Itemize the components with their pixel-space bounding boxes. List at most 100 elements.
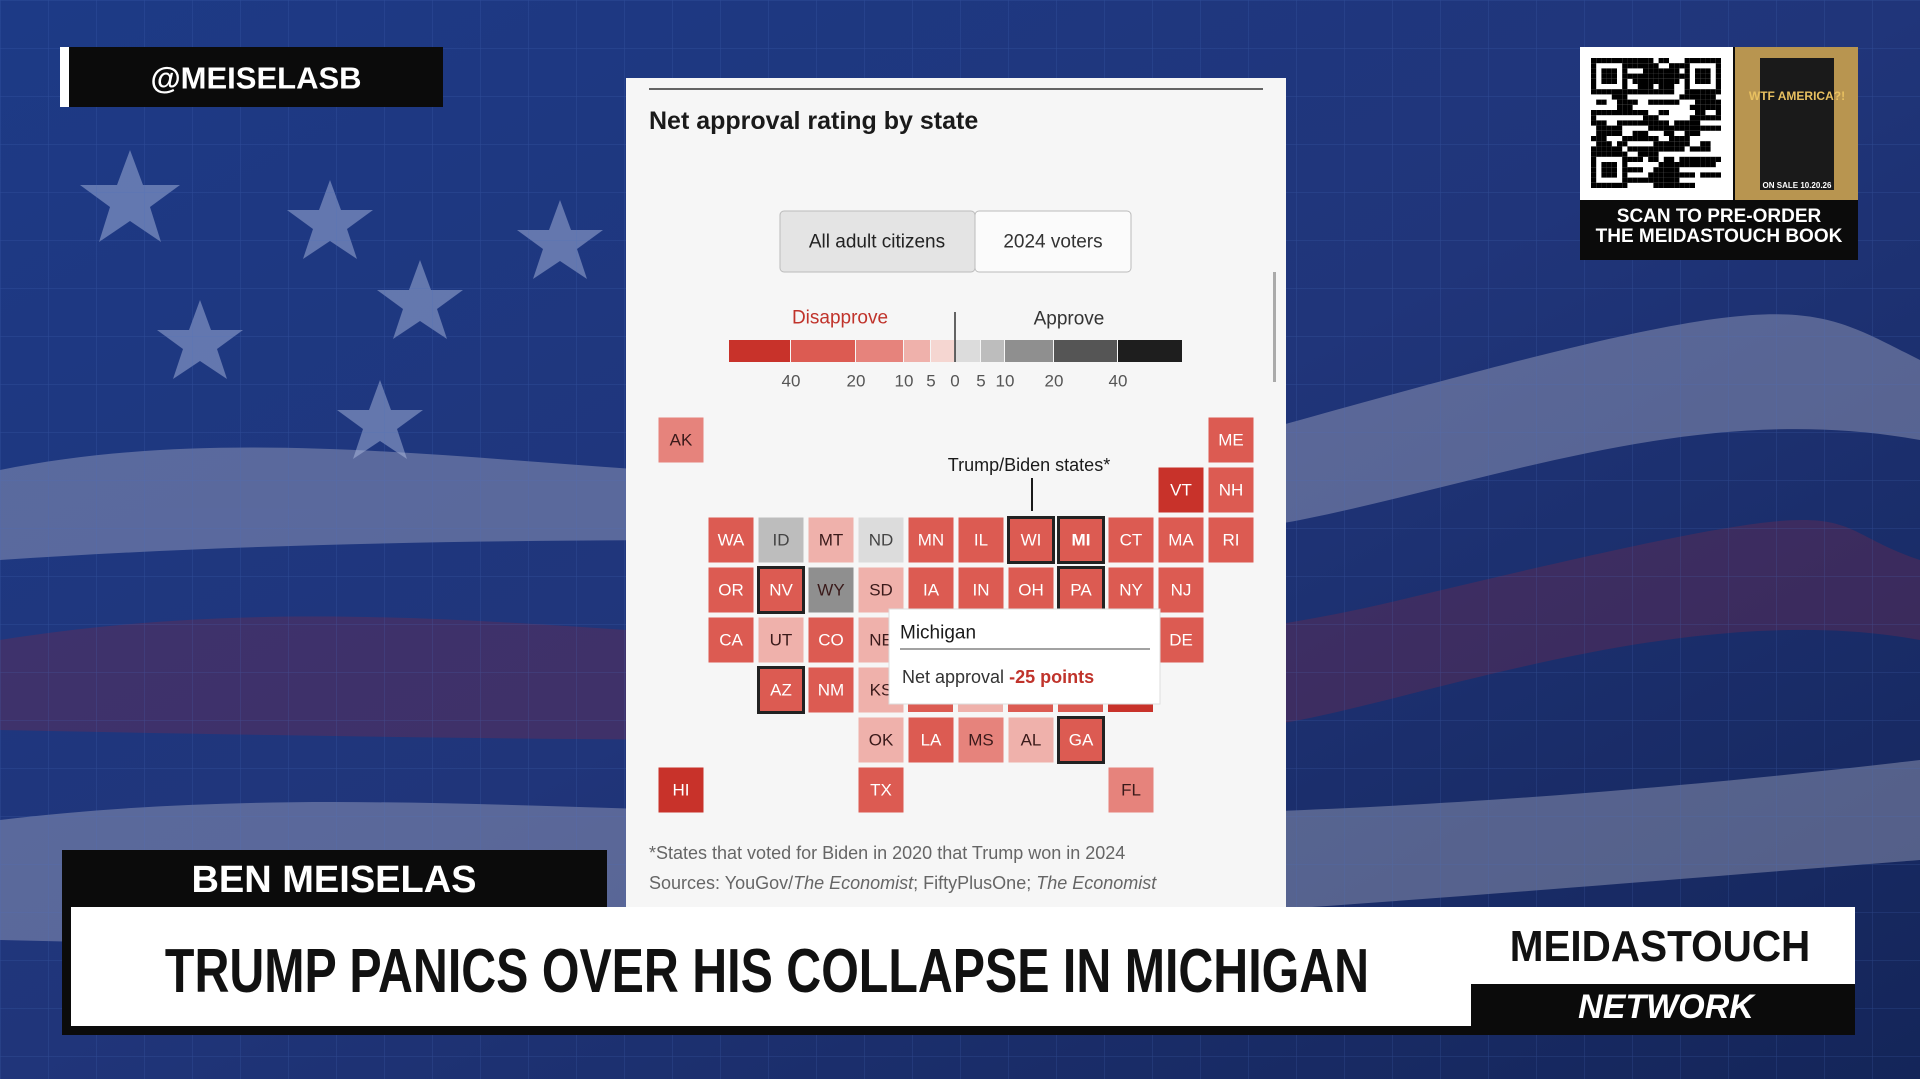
qr-cell [1622, 73, 1628, 79]
qr-cell [1648, 156, 1654, 162]
state-tile[interactable] [757, 666, 805, 714]
qr-cell [1700, 78, 1706, 84]
qr-cell [1679, 136, 1685, 142]
state-tile[interactable] [658, 417, 704, 463]
qr-cell [1591, 146, 1597, 152]
state-tile[interactable] [808, 517, 854, 563]
state-tile[interactable] [1008, 717, 1054, 763]
state-tile[interactable] [808, 667, 854, 713]
state-tile[interactable] [908, 567, 954, 613]
legend-swatch [1118, 340, 1182, 362]
state-tile[interactable] [858, 517, 904, 563]
qr-cell [1643, 89, 1649, 95]
state-tile[interactable] [858, 717, 904, 763]
legend-tick-label: 0 [950, 372, 959, 391]
state-tile[interactable] [1007, 516, 1055, 564]
qr-cell [1637, 78, 1643, 84]
qr-cell [1622, 172, 1628, 178]
qr-cell [1648, 120, 1654, 126]
state-tile[interactable] [1158, 567, 1204, 613]
legend-swatch [729, 340, 790, 362]
state-tile[interactable] [1208, 467, 1254, 513]
qr-cell [1653, 115, 1659, 121]
state-tile[interactable] [708, 617, 754, 663]
qr-cell [1700, 125, 1706, 131]
state-tile[interactable] [908, 717, 954, 763]
state-label: OR [718, 581, 744, 600]
state-label: NH [1219, 481, 1244, 500]
qr-cell [1653, 172, 1659, 178]
qr-cell [1617, 58, 1623, 64]
state-tile[interactable] [858, 567, 904, 613]
qr-cell [1663, 78, 1669, 84]
state-tile[interactable] [658, 767, 704, 813]
qr-cell [1606, 73, 1612, 79]
qr-cell [1627, 167, 1633, 173]
qr-cell [1715, 99, 1721, 105]
toggle-button[interactable] [974, 210, 1132, 273]
qr-cell [1627, 146, 1633, 152]
qr-cell [1643, 58, 1649, 64]
qr-cell [1596, 136, 1602, 142]
state-tile[interactable] [958, 717, 1004, 763]
qr-cell [1637, 89, 1643, 95]
scrollbar[interactable] [1273, 272, 1276, 382]
legend-tick-label: 10 [895, 372, 914, 391]
state-tile[interactable] [808, 567, 854, 613]
state-tile[interactable] [958, 567, 1004, 613]
qr-cell [1591, 167, 1597, 173]
qr-cell [1596, 58, 1602, 64]
state-tile[interactable] [1208, 517, 1254, 563]
qr-cell [1705, 99, 1711, 105]
state-tile[interactable] [1108, 517, 1154, 563]
qr-cell [1689, 120, 1695, 126]
qr-cell [1627, 63, 1633, 69]
qr-cell [1617, 89, 1623, 95]
state-tile[interactable] [1158, 617, 1204, 663]
qr-cell [1596, 110, 1602, 116]
toggle-label[interactable]: 2024 voters [1003, 232, 1102, 253]
qr-cell [1689, 89, 1695, 95]
qr-cell [1695, 78, 1701, 84]
state-tile[interactable] [708, 567, 754, 613]
state-tile[interactable] [1008, 567, 1054, 613]
state-tile[interactable] [1158, 517, 1204, 563]
legend-tick-label: 10 [996, 372, 1015, 391]
qr-cell [1663, 177, 1669, 183]
qr-cell [1695, 94, 1701, 100]
state-tile[interactable] [858, 767, 904, 813]
qr-cell [1658, 167, 1664, 173]
state-tile[interactable] [908, 517, 954, 563]
qr-cell [1632, 58, 1638, 64]
qr-cell [1601, 130, 1607, 136]
qr-cell [1684, 156, 1690, 162]
qr-cell [1637, 58, 1643, 64]
state-label: NY [1119, 581, 1143, 600]
qr-cell [1710, 125, 1716, 131]
state-tile[interactable] [1108, 567, 1154, 613]
qr-cell [1710, 99, 1716, 105]
qr-cell [1684, 130, 1690, 136]
qr-cell [1637, 130, 1643, 136]
state-tile[interactable] [1057, 516, 1105, 564]
state-tile[interactable] [758, 517, 804, 563]
qr-cell [1684, 120, 1690, 126]
state-tile[interactable] [1208, 417, 1254, 463]
promo: WTF AMERICA?! ON SALE 10.20.26 SCAN TO P… [1580, 47, 1858, 260]
state-tile[interactable] [1158, 467, 1204, 513]
state-tile[interactable] [958, 517, 1004, 563]
qr-cell [1658, 58, 1664, 64]
toggle-label[interactable]: All adult citizens [809, 232, 945, 253]
state-label: NM [818, 681, 844, 700]
state-tile[interactable] [757, 566, 805, 614]
state-tile[interactable] [1108, 767, 1154, 813]
state-tile[interactable] [1057, 716, 1105, 764]
qr-cell [1669, 156, 1675, 162]
qr-cell [1653, 146, 1659, 152]
qr-cell [1648, 115, 1654, 121]
state-tile[interactable] [808, 617, 854, 663]
state-tile[interactable] [708, 517, 754, 563]
legend-swatch [904, 340, 930, 362]
state-label: CO [818, 631, 844, 650]
state-tile[interactable] [758, 617, 804, 663]
